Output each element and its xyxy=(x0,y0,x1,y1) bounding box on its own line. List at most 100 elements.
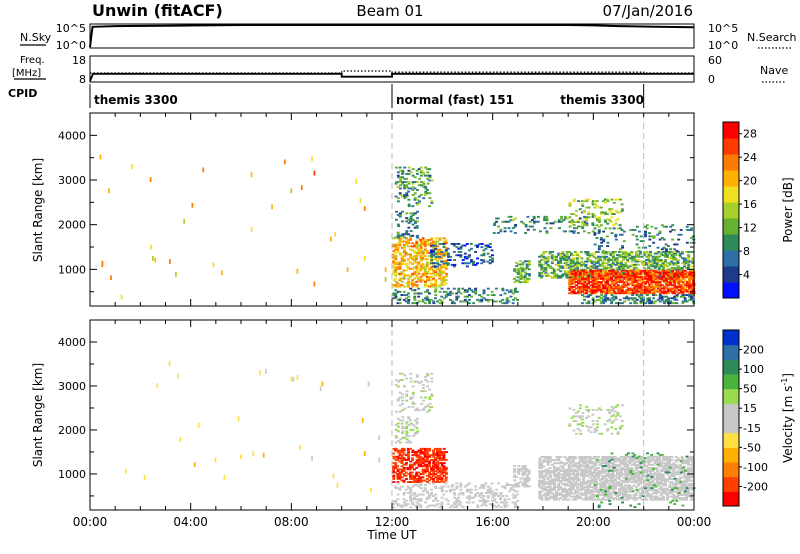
power-data-cell xyxy=(450,243,454,245)
power-data-cell xyxy=(572,230,576,233)
power-data-cell xyxy=(645,277,649,280)
power-data-cell xyxy=(605,292,609,295)
power-data-cell xyxy=(687,263,691,266)
power-data-cell xyxy=(615,268,619,271)
velocity-data-cell xyxy=(597,470,601,473)
velocity-data-cell xyxy=(569,487,573,490)
power-data-cell xyxy=(411,212,415,215)
velocity-data-cell xyxy=(561,482,565,485)
velocity-data-cell xyxy=(578,489,582,492)
power-data-cell xyxy=(632,263,636,266)
power-data-cell xyxy=(610,271,614,274)
velocity-data-cell xyxy=(403,374,407,377)
velocity-data-cell xyxy=(465,501,469,504)
power-data-cell xyxy=(565,251,569,253)
power-data-cell xyxy=(640,279,643,282)
power-data-cell xyxy=(612,213,616,215)
velocity-data-cell xyxy=(550,463,554,466)
velocity-data-cell xyxy=(392,452,395,455)
velocity-data-cell xyxy=(594,490,598,493)
power-data-cell xyxy=(394,284,398,286)
power-data-cell xyxy=(561,265,565,268)
power-data-cell xyxy=(557,268,561,271)
power-data-cell xyxy=(592,265,596,268)
power-data-cell xyxy=(572,281,576,283)
power-data-cell xyxy=(284,159,286,165)
power-data-cell xyxy=(605,271,609,274)
power-data-cell xyxy=(645,300,649,303)
velocity-data-cell xyxy=(567,494,571,496)
power-data-cell xyxy=(691,257,695,260)
power-data-cell xyxy=(576,279,580,282)
power-data-cell xyxy=(679,295,683,298)
power-data-cell xyxy=(423,194,427,196)
velocity-data-cell xyxy=(567,498,571,501)
velocity-data-cell xyxy=(538,492,542,495)
power-data-cell xyxy=(639,269,643,272)
power-data-cell xyxy=(672,257,676,260)
power-data-cell xyxy=(629,277,632,280)
velocity-data-cell xyxy=(597,456,600,458)
velocity-data-cell xyxy=(444,478,448,480)
power-data-cell xyxy=(611,255,615,258)
power-data-cell xyxy=(574,273,578,275)
power-data-cell xyxy=(683,300,687,303)
power-data-cell xyxy=(581,205,585,207)
power-data-cell xyxy=(620,276,624,279)
velocity-data-cell xyxy=(579,432,583,435)
power-data-cell xyxy=(635,282,639,285)
power-data-cell xyxy=(668,251,672,253)
velocity-data-cell xyxy=(603,486,607,488)
power-data-cell xyxy=(457,290,461,293)
power-data-cell xyxy=(574,267,577,269)
velocity-data-cell xyxy=(611,489,615,492)
power-data-cell xyxy=(673,295,676,298)
power-data-cell xyxy=(597,206,601,209)
velocity-data-cell xyxy=(413,419,417,422)
power-data-cell xyxy=(656,282,660,285)
power-data-cell xyxy=(569,267,573,269)
power-data-cell xyxy=(428,205,431,208)
power-data-cell xyxy=(513,225,517,228)
velocity-data-cell xyxy=(624,463,628,466)
power-data-cell xyxy=(622,285,626,288)
power-data-cell xyxy=(614,235,618,238)
power-data-cell xyxy=(520,220,524,223)
velocity-data-cell xyxy=(584,482,588,485)
power-data-cell xyxy=(662,295,666,298)
power-data-cell xyxy=(398,237,402,240)
power-data-cell xyxy=(587,274,591,277)
velocity-data-cell xyxy=(559,476,562,479)
power-data-cell xyxy=(593,206,597,209)
velocity-data-cell xyxy=(396,493,400,496)
power-data-cell xyxy=(491,254,494,257)
power-data-cell xyxy=(554,257,558,260)
power-data-cell xyxy=(599,259,602,261)
velocity-data-cell xyxy=(396,481,400,483)
velocity-data-cell xyxy=(490,504,494,507)
power-data-cell xyxy=(513,289,517,292)
power-data-cell xyxy=(561,252,565,255)
power-data-cell xyxy=(595,281,599,283)
velocity-data-cell xyxy=(427,476,431,479)
power-data-cell xyxy=(684,260,688,263)
power-data-cell xyxy=(603,268,606,271)
power-data-cell xyxy=(406,274,410,277)
velocity-data-cell xyxy=(457,493,461,496)
power-data-cell xyxy=(546,275,550,277)
velocity-data-cell xyxy=(553,487,556,490)
power-data-cell xyxy=(602,238,606,241)
velocity-data-cell xyxy=(607,456,611,458)
velocity-data-cell xyxy=(626,467,629,469)
power-data-cell xyxy=(639,235,643,238)
velocity-data-cell xyxy=(567,492,571,495)
power-data-cell xyxy=(587,276,590,279)
velocity-data-cell xyxy=(540,482,544,485)
power-data-cell xyxy=(591,224,595,226)
velocity-data-cell xyxy=(423,479,427,482)
velocity-data-cell xyxy=(405,478,408,480)
power-data-cell xyxy=(519,273,523,275)
power-data-cell xyxy=(666,251,670,253)
power-data-cell xyxy=(404,253,408,256)
velocity-data-cell xyxy=(640,498,644,501)
